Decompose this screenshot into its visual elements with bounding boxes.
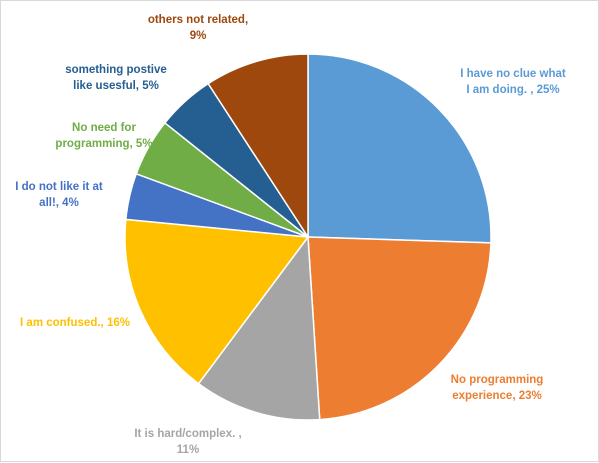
slice-label-2: No programming experience, 23% [451, 374, 544, 402]
slice-label-line: something postive [65, 64, 167, 76]
slice-label-line: No programming [451, 374, 544, 386]
slice-label-1: I have no clue what I am doing. , 25% [460, 68, 566, 96]
pie-slice-1 [307, 53, 492, 244]
pie-slice-4 [124, 218, 310, 385]
slice-label-line: I am doing. , 25% [466, 84, 559, 96]
slice-label-line: like usesful, 5% [73, 80, 159, 92]
slice-label-7: something postive like usesful, 5% [65, 64, 167, 92]
slice-label-4: I am confused., 16% [20, 317, 130, 329]
slice-label-line: I have no clue what [460, 68, 566, 80]
slice-label-line: 9% [190, 30, 207, 42]
slice-label-line: I am confused., 16% [20, 317, 130, 329]
pie-slice-3 [197, 234, 321, 421]
pie-slice-8 [207, 53, 309, 240]
slice-label-6: No need for programming, 5% [55, 122, 152, 150]
slice-label-line: programming, 5% [55, 138, 152, 150]
slice-label-line: I do not like it at [15, 181, 103, 193]
slice-label-line: No need for [72, 122, 136, 134]
slice-label-line: It is hard/complex. , [134, 428, 241, 440]
slice-label-line: all!, 4% [39, 197, 79, 209]
slice-label-line: 11% [177, 444, 199, 456]
pie-slice-2 [307, 236, 492, 421]
slice-label-3: It is hard/complex. , 11% [134, 428, 241, 456]
slice-label-line: experience, 23% [452, 390, 542, 402]
slice-label-5: I do not like it at all!, 4% [15, 181, 103, 209]
slice-label-line: others not related, [148, 14, 248, 26]
slice-label-8: others not related, 9% [148, 14, 248, 42]
